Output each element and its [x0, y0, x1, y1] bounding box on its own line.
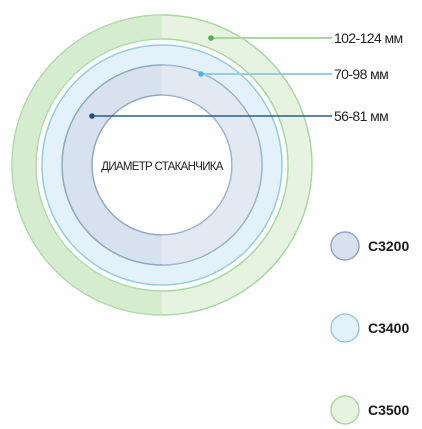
legend: C3200 C3400 C3500: [330, 231, 409, 425]
legend-label-c3500: C3500: [368, 402, 409, 418]
legend-item-c3200: C3200: [330, 231, 409, 261]
legend-label-c3200: C3200: [368, 238, 409, 254]
leader-c3400-dot: [198, 71, 204, 77]
ring-c3500-shade: [12, 15, 162, 315]
leader-c3200: 56-81 мм: [89, 108, 389, 124]
leader-c3500-dot: [208, 35, 214, 41]
legend-swatch-c3200: [330, 231, 360, 261]
center-label: ДИАМЕТР СТАКАНЧИКА: [101, 161, 224, 173]
leader-c3500-label: 102-124 мм: [334, 30, 403, 46]
legend-swatch-c3400: [330, 313, 360, 343]
leader-c3500: 102-124 мм: [208, 30, 403, 46]
leader-c3400: 70-98 мм: [198, 66, 389, 82]
legend-swatch-c3500: [330, 395, 360, 425]
leader-c3400-label: 70-98 мм: [334, 66, 388, 82]
ring-c3200-inner-edge: [91, 94, 233, 236]
legend-item-c3400: C3400: [330, 313, 409, 343]
ring-c3200-highlight: [162, 65, 262, 265]
legend-item-c3500: C3500: [330, 395, 409, 425]
legend-label-c3400: C3400: [368, 320, 409, 336]
leader-c3200-label: 56-81 мм: [334, 108, 388, 124]
ring-c3200: [61, 64, 263, 266]
leader-c3200-dot: [89, 113, 95, 119]
